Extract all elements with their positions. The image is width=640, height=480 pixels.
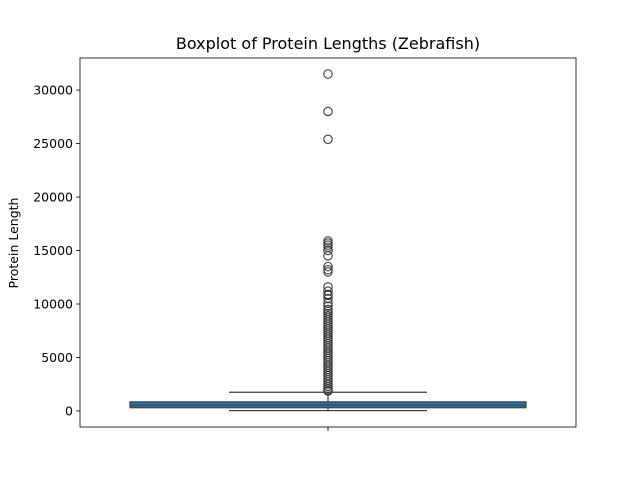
y-tick-label: 0 (65, 403, 73, 418)
outlier-point (323, 261, 333, 272)
outlier-point (323, 245, 333, 256)
y-tick-label: 10000 (33, 297, 73, 312)
y-tick-label: 20000 (33, 190, 73, 205)
y-tick-label: 30000 (33, 83, 73, 98)
outlier-point (323, 286, 333, 296)
outlier-point (323, 134, 333, 145)
y-tick-label: 25000 (33, 136, 73, 151)
outlier-point (323, 290, 333, 301)
outlier-point (323, 293, 333, 304)
outlier-point (323, 301, 333, 311)
outlier-point (323, 106, 333, 117)
y-axis-ticks: 0 5000 10000 15000 20000 25000 30000 (33, 83, 80, 418)
outlier-point (323, 386, 333, 396)
chart-title: Boxplot of Protein Lengths (Zebrafish) (176, 34, 480, 53)
outlier-point (323, 267, 333, 277)
outlier-point (323, 69, 333, 79)
plot-area (129, 69, 527, 412)
y-tick-label: 5000 (41, 350, 73, 365)
y-tick-label: 15000 (33, 243, 73, 258)
y-axis-label: Protein Length (6, 198, 21, 289)
outlier-point (323, 251, 333, 261)
